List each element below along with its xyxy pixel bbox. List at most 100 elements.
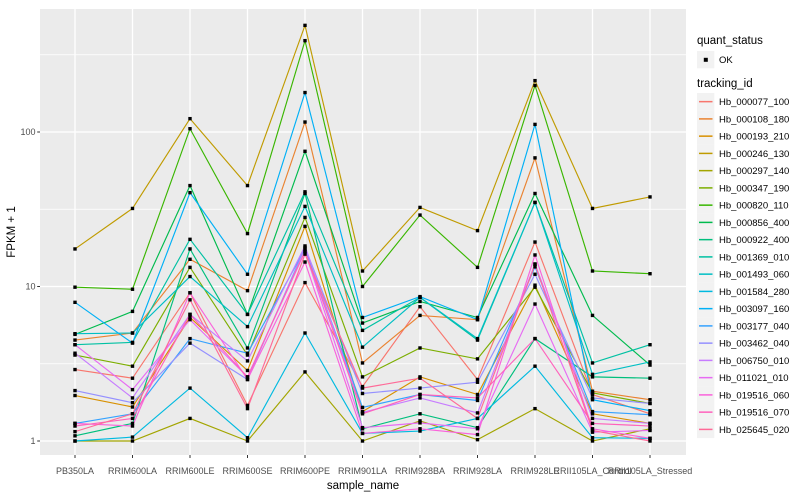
legend-item-label: Hb_011021_010 <box>719 373 789 384</box>
legend-item: Hb_025645_020 <box>697 420 789 439</box>
x-tick-label: RRIM928LA <box>453 466 502 476</box>
data-point <box>245 231 250 236</box>
data-point <box>648 409 652 413</box>
legend: quant_status OK tracking_id Hb_000077_10… <box>697 35 789 439</box>
data-point <box>188 341 192 345</box>
data-point <box>245 377 250 382</box>
legend-item: Hb_003462_040 <box>697 334 789 352</box>
y-tick-label: 1 <box>30 436 35 446</box>
legend-item: Hb_001584_280 <box>697 282 789 301</box>
ok-point-icon <box>703 57 708 62</box>
legend-item-label: Hb_000193_210 <box>719 132 789 143</box>
data-point <box>590 391 595 395</box>
axes: 1 10 100 PB350LA RRIM600LA RRIM600LE RRIM600SE… <box>20 127 692 476</box>
data-point <box>303 204 307 209</box>
data-point <box>533 406 537 411</box>
data-point <box>475 265 480 270</box>
data-point <box>188 265 192 270</box>
x-tick-label: RRIM901LA <box>338 466 387 476</box>
data-point <box>245 439 250 443</box>
data-point <box>188 386 192 390</box>
data-point <box>73 331 77 336</box>
y-axis-title: FPKM + 1 <box>6 206 18 257</box>
legend-item: Hb_000820_110 <box>697 196 789 214</box>
tracking-id-legend-title: tracking_id <box>697 78 753 90</box>
data-point <box>475 357 480 361</box>
data-point <box>130 331 135 335</box>
data-point <box>418 346 422 350</box>
data-point <box>418 427 422 431</box>
legend-item: Hb_000922_400 <box>697 231 789 249</box>
legend-item-label: Hb_000108_180 <box>719 114 789 125</box>
data-point <box>590 313 595 318</box>
data-point <box>648 412 652 417</box>
data-point <box>360 315 365 320</box>
data-point <box>648 421 652 426</box>
data-point <box>303 23 307 28</box>
data-point <box>418 386 422 390</box>
data-point <box>303 280 307 285</box>
data-point <box>648 376 652 380</box>
data-point <box>533 283 537 287</box>
data-point <box>648 343 652 347</box>
legend-item-label: Hb_003177_040 <box>719 321 789 332</box>
data-point <box>475 317 480 322</box>
data-point <box>303 38 307 43</box>
legend-item: Hb_000297_140 <box>697 162 789 180</box>
data-point <box>648 436 652 441</box>
data-point <box>533 262 537 267</box>
data-point <box>73 393 77 398</box>
data-point <box>533 336 537 341</box>
legend-item-label: Hb_000922_400 <box>719 235 789 246</box>
legend-item: Hb_000246_130 <box>697 144 789 163</box>
legend-item-label: Hb_001369_010 <box>719 252 789 263</box>
legend-item: Hb_006750_010 <box>697 351 789 370</box>
data-point <box>533 302 537 306</box>
data-point <box>130 439 135 443</box>
x-axis-title: sample_name <box>327 480 399 492</box>
x-tick-label: RRIM600LE <box>165 466 214 476</box>
legend-item-label: Hb_000077_100 <box>719 97 789 108</box>
data-point <box>360 361 365 365</box>
legend-item-label: Hb_003097_160 <box>719 304 789 315</box>
data-point <box>475 411 480 415</box>
data-point <box>590 409 595 414</box>
data-point <box>418 421 422 425</box>
data-point <box>245 272 250 276</box>
x-tick-label: RRIM928BA <box>395 466 445 476</box>
data-point <box>648 363 652 367</box>
data-point <box>418 419 422 423</box>
x-tick-label: RRIM600SE <box>222 466 272 476</box>
data-point <box>533 83 537 88</box>
quant-status-ok-label: OK <box>719 55 733 66</box>
series-points <box>73 23 652 443</box>
data-point <box>130 341 135 345</box>
data-point <box>245 346 250 350</box>
data-point <box>475 437 480 442</box>
data-point <box>533 200 537 205</box>
data-point <box>360 425 365 430</box>
data-point <box>188 127 192 131</box>
data-point <box>533 364 537 368</box>
data-point <box>245 436 250 440</box>
data-point <box>73 343 77 347</box>
legend-item-label: Hb_000820_110 <box>719 201 789 212</box>
data-point <box>533 240 537 244</box>
data-point <box>245 288 250 293</box>
data-point <box>188 298 192 302</box>
data-point <box>590 398 595 402</box>
legend-item-label: Hb_001493_060 <box>719 270 789 281</box>
legend-item: Hb_000077_100 <box>697 93 789 111</box>
data-point <box>418 376 422 380</box>
data-point <box>245 353 250 357</box>
data-point <box>360 386 365 390</box>
data-point <box>475 392 480 397</box>
x-tick-label: RRIM600PE <box>280 466 330 476</box>
data-point <box>245 403 250 408</box>
legend-item-label: Hb_019516_060 <box>719 390 789 401</box>
data-point <box>188 312 192 317</box>
data-point <box>303 90 307 95</box>
data-point <box>475 416 480 421</box>
data-point <box>73 388 77 393</box>
